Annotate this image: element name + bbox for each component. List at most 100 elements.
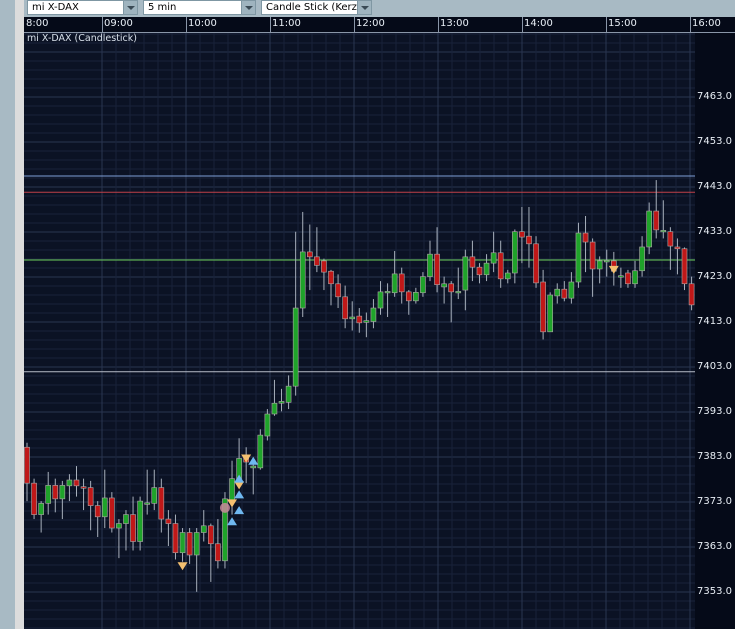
buy-signal-icon [248,456,259,465]
candle-down [526,235,532,245]
price-tick-label: 7423.0 [697,271,732,282]
price-tick-label: 7443.0 [697,181,732,192]
time-axis: 8:00 09:00 10:00 11:00 12:00 13:00 14:00 15:00 1… [24,17,735,33]
candle-down [653,210,660,231]
candle-up [370,307,377,322]
candle-down [497,252,504,280]
buy-signal-icon [227,517,238,526]
candle-up [504,272,511,280]
candle-down [314,256,320,266]
instrument-select[interactable]: mi X-DAX [27,0,127,15]
time-tick-label: 10:00 [188,18,217,29]
candle-up [101,497,108,518]
price-tick-label: 7363.0 [697,541,732,552]
candle-up [292,307,299,387]
candle-up [363,320,370,323]
sell-signal-icon [608,265,619,274]
interval-dropdown-chevron-icon[interactable] [241,0,256,15]
candle-up [512,231,518,274]
candle-up [66,479,73,487]
price-tick-label: 7453.0 [697,136,732,147]
candle-down [469,256,476,268]
candle-up [462,256,469,291]
candle-down [94,505,101,518]
time-axis-separator [102,17,103,32]
candle-up [413,292,419,302]
candle-down [321,260,327,273]
candle-down [80,486,87,489]
candle-down [589,241,596,270]
candle-up [547,294,553,333]
candle-down [52,485,59,500]
candle-up [377,291,384,309]
candle-up [483,262,490,276]
candle-up [144,502,150,505]
left-panel-edge [0,17,15,629]
candle-up [123,514,129,524]
price-tick-label: 7373.0 [697,496,732,507]
price-tick-label: 7383.0 [697,451,732,462]
time-tick-label: 16:00 [692,18,721,29]
candle-up [38,503,44,515]
interval-select[interactable]: 5 min [143,0,243,15]
chart-type-select[interactable]: Candle Stick (Kerze [261,0,359,15]
candle-up [490,252,497,264]
time-axis-separator [354,17,355,32]
instrument-dropdown-chevron-icon[interactable] [123,0,138,15]
candle-up [632,270,638,285]
candle-up [603,260,610,263]
candle-up [271,402,278,415]
candle-down [540,281,546,333]
candle-up [391,273,398,294]
candle-down [561,288,568,299]
candle-down [172,523,179,554]
candle-up [278,401,285,404]
chart-area[interactable] [24,17,735,629]
price-tick-label: 7413.0 [697,316,732,327]
candle-down [448,283,455,293]
time-axis-separator [270,17,271,32]
candle-down [215,543,221,562]
candle-down [109,497,115,529]
candle-up [222,498,228,562]
time-tick-label: 8:00 [26,18,49,29]
candle-up [137,500,143,542]
time-axis-separator [522,17,523,32]
candlestick-plot[interactable] [24,17,735,629]
candle-up [618,275,624,278]
buy-signal-icon [234,506,245,515]
candle-down [24,446,30,484]
candle-down [306,251,313,258]
buy-signal-icon [234,490,245,499]
left-splitter[interactable] [15,0,24,629]
candle-down [208,525,214,545]
candle-up [299,251,306,309]
candle-down [87,487,94,506]
price-tick-label: 7353.0 [697,586,732,597]
candle-up [285,385,292,403]
candle-up [229,478,235,502]
candle-up [349,316,356,320]
candle-down [130,514,136,542]
chart-type-dropdown-chevron-icon[interactable] [357,0,372,15]
candle-down [688,283,695,306]
candle-up [646,210,652,248]
candle-down [335,283,341,298]
candle-up [151,487,158,504]
time-axis-separator [438,17,439,32]
time-tick-label: 14:00 [524,18,553,29]
candle-up [45,485,52,504]
candle-up [59,485,66,500]
candle-up [420,276,426,294]
candle-down [158,487,165,520]
candle-up [200,525,207,533]
buy-signal-icon [234,474,245,483]
price-tick-label: 7403.0 [697,361,732,372]
chart-toolbar: mi X-DAX 5 min Candle Stick (Kerze [0,0,735,17]
candle-up [427,253,433,277]
candle-up [596,260,603,270]
candle-up [116,523,122,529]
candle-down [533,243,539,284]
candle-up [660,230,667,233]
candle-up [639,246,645,272]
